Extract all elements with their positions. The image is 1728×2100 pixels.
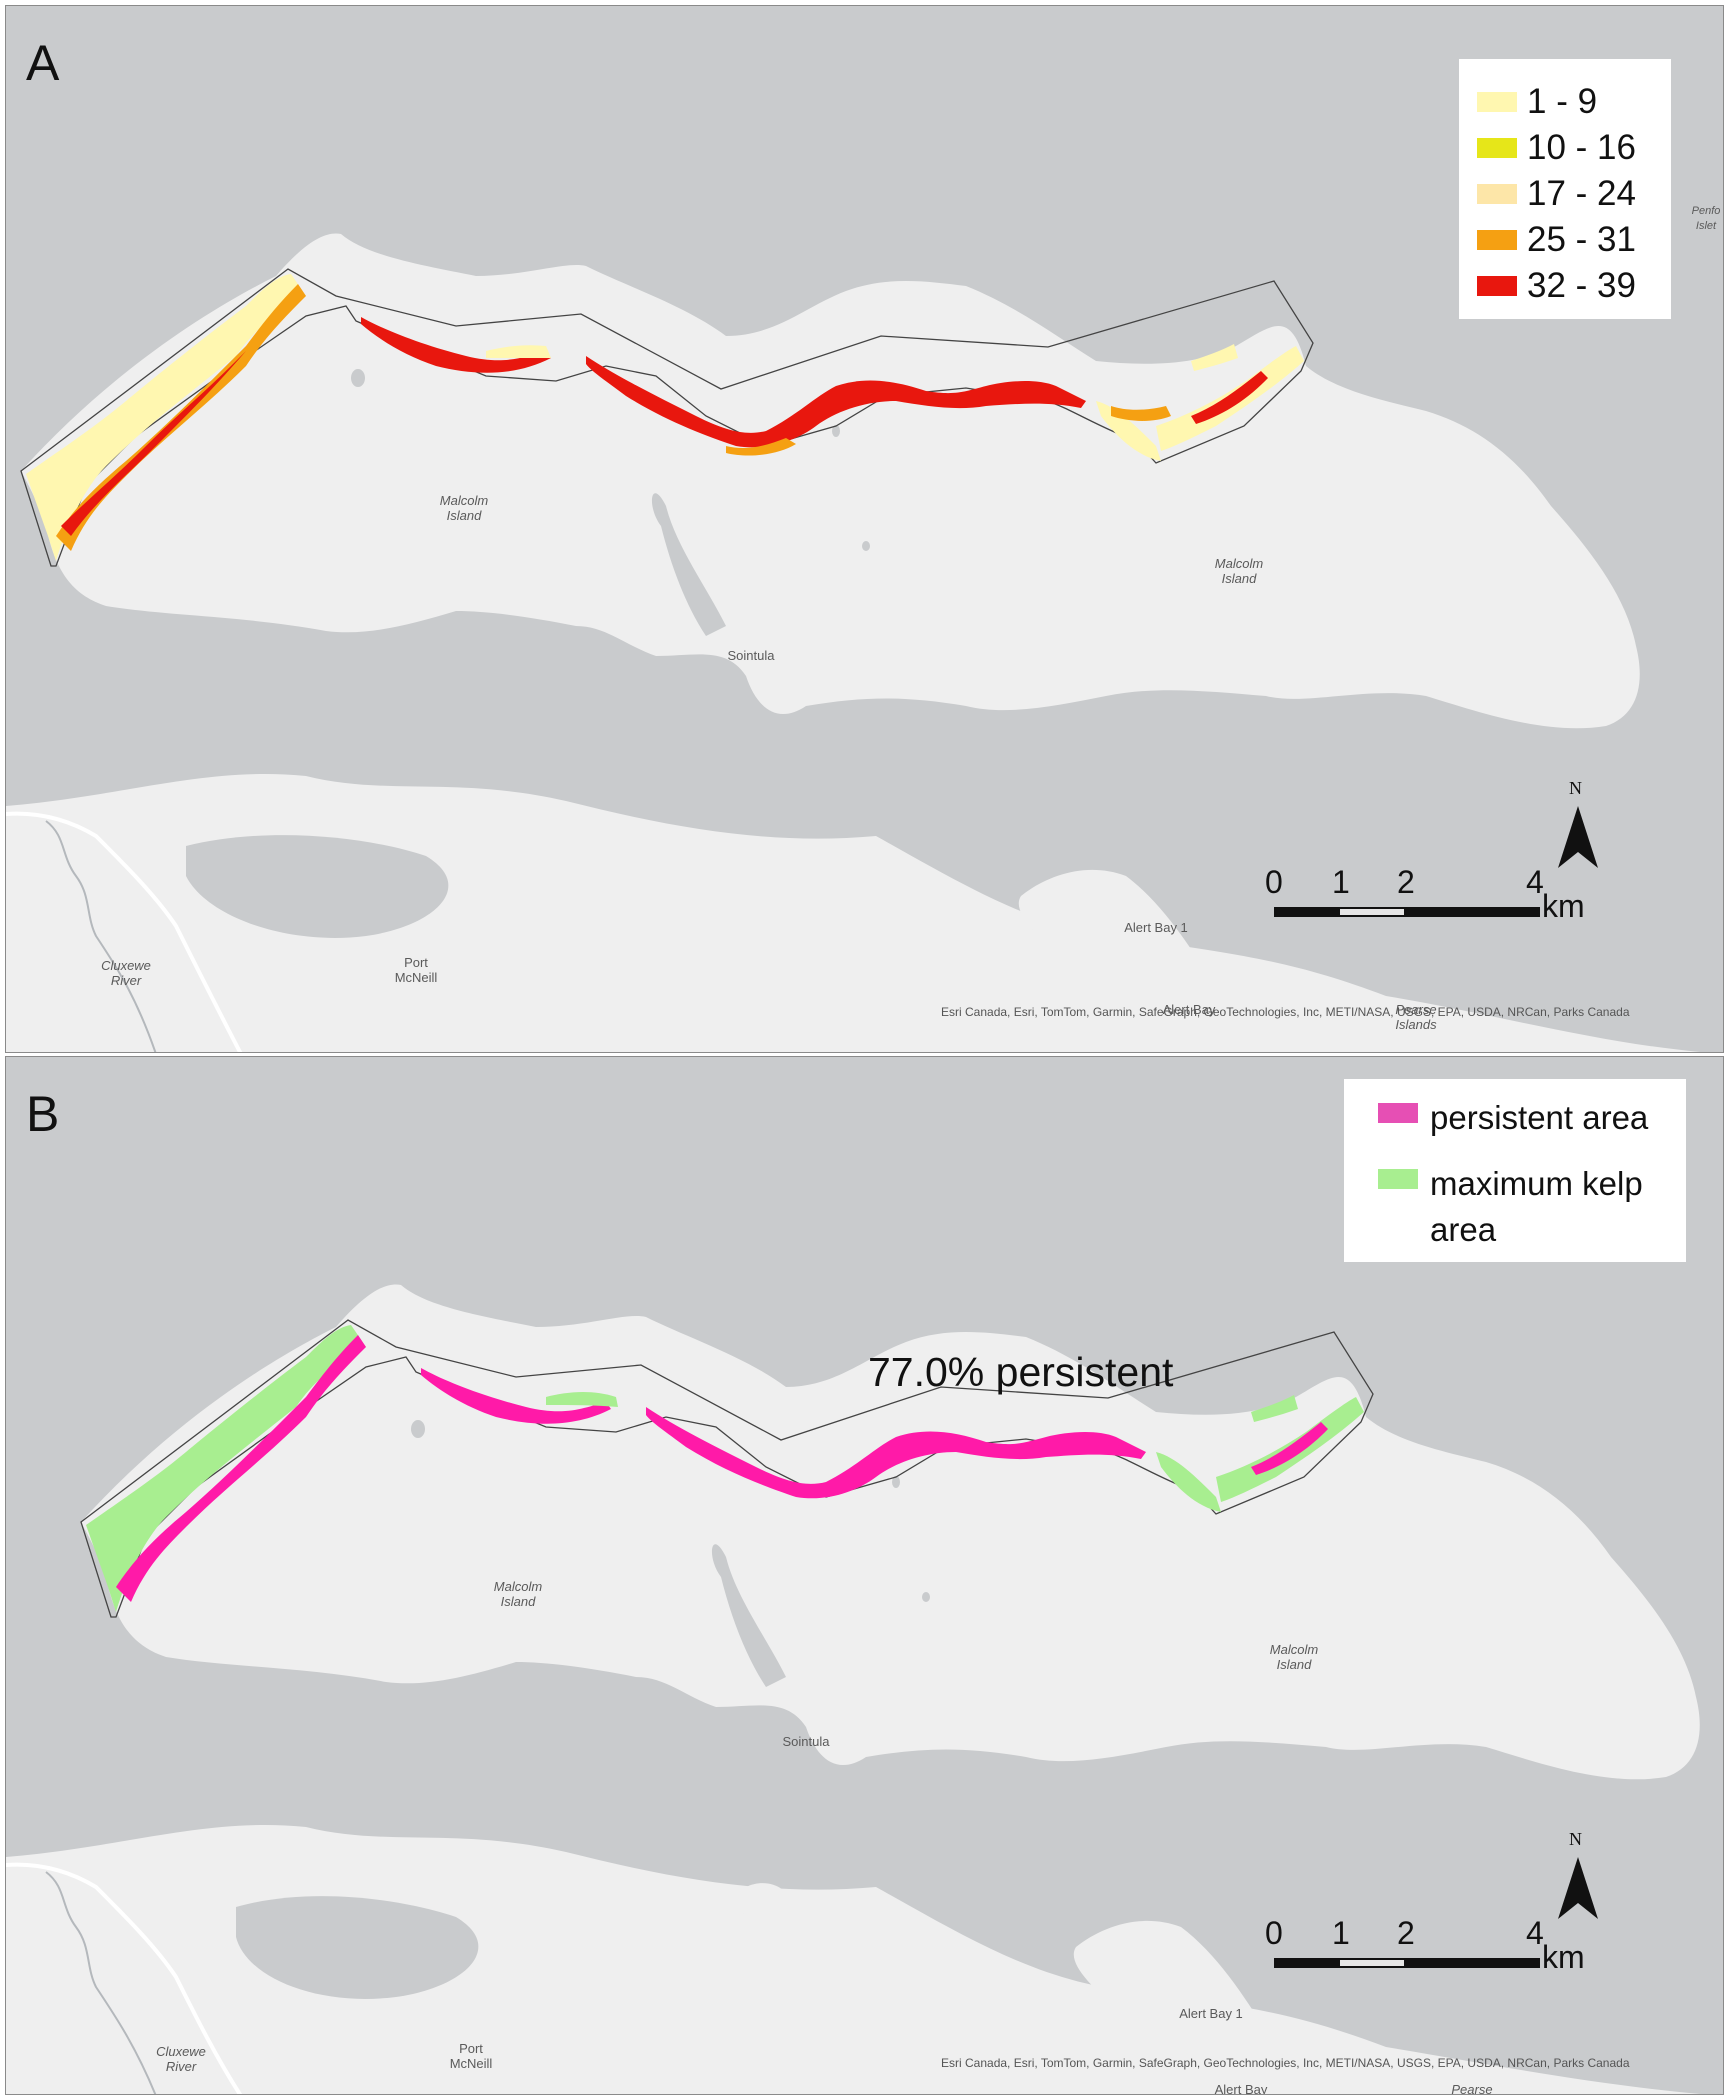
place-label-pearse-islands: Pearse Islands — [1395, 1002, 1437, 1032]
north-label: N — [1569, 778, 1582, 798]
legend-item: 1 - 9 — [1477, 79, 1671, 125]
mainland-land — [6, 774, 1701, 1052]
north-label: N — [1569, 1829, 1582, 1849]
cormorant-island — [1018, 869, 1227, 1046]
road — [6, 1862, 243, 2094]
scale-tick-label: 0 — [1265, 864, 1283, 900]
small-island — [690, 832, 741, 871]
scale-tick-label: 0 — [1265, 1915, 1283, 1951]
place-label-port-mcneill: Port McNeill — [394, 955, 438, 985]
panel-letter-b: B — [26, 1086, 60, 1142]
mainland-bay — [186, 835, 449, 938]
study-area-outline — [20, 268, 1314, 567]
place-label-alert-bay: Alert Bay — [1214, 2082, 1268, 2095]
place-label-cluxewe-river: Cluxewe River — [101, 958, 151, 988]
legend-a: 1 - 9 10 - 16 17 - 24 25 - 31 32 - 39 — [1459, 59, 1671, 319]
river — [45, 820, 157, 1052]
map-panel-a: A 1 - 9 10 - 16 17 - 24 25 - 31 32 - 39 … — [5, 5, 1724, 1053]
legend-item: persistent area — [1378, 1095, 1686, 1141]
legend-b: persistent area maximum kelp area — [1344, 1079, 1686, 1262]
legend-item: 17 - 24 — [1477, 171, 1671, 217]
persistence-percent-label: 77.0% persistent — [868, 1349, 1174, 1395]
legend-label: 25 - 31 — [1527, 220, 1636, 259]
place-label-alert-bay: Alert Bay — [1162, 1002, 1216, 1017]
legend-label: 17 - 24 — [1527, 174, 1636, 213]
place-label-alert-bay-1: Alert Bay 1 — [1179, 2006, 1243, 2021]
scale-tick-label: 2 — [1397, 864, 1415, 900]
legend-item: 25 - 31 — [1477, 217, 1671, 263]
cormorant-island — [1073, 1920, 1282, 2094]
basemap-b — [6, 1284, 1702, 2094]
river — [45, 1871, 157, 2094]
kelp-frequency-layer — [26, 274, 1304, 561]
scale-unit: km — [1542, 888, 1585, 924]
scale-tick-label: 4 — [1526, 1915, 1544, 1951]
basemap-a — [6, 233, 1701, 1052]
legend-label: maximum kelp area — [1430, 1165, 1643, 1248]
legend-item: maximum kelp area — [1378, 1161, 1686, 1253]
legend-swatch — [1477, 184, 1517, 204]
kelp-persistence-layer — [86, 1325, 1364, 1612]
inlet — [651, 493, 726, 636]
panel-letter-a: A — [26, 35, 60, 91]
scale-unit: km — [1542, 1939, 1585, 1975]
study-area-outline — [80, 1319, 1374, 1618]
map-panel-b: B persistent area maximum kelp area 77.0… — [5, 1056, 1724, 2095]
place-label-port-mcneill: Port McNeill — [449, 2041, 493, 2071]
north-arrow-icon — [1558, 806, 1598, 868]
legend-swatch — [1477, 276, 1517, 296]
legend-swatch — [1477, 92, 1517, 112]
place-label-penfold-islets: Penfo Islet — [1691, 205, 1721, 232]
place-label-cluxewe-river: Cluxewe River — [156, 2044, 206, 2074]
place-label-malcolm-island: Malcolm Island — [1269, 1642, 1319, 1672]
legend-label: persistent area — [1430, 1099, 1649, 1136]
scale-bar-graphic — [1274, 1958, 1540, 1968]
small-island — [740, 1883, 791, 1922]
road — [6, 811, 243, 1052]
legend-swatch — [1378, 1169, 1418, 1189]
place-label-malcolm-island: Malcolm Island — [493, 1579, 543, 1609]
inlet — [711, 1544, 786, 1687]
legend-item: 32 - 39 — [1477, 263, 1671, 309]
north-arrow-icon — [1558, 1857, 1598, 1919]
legend-label: 32 - 39 — [1527, 266, 1636, 305]
scale-tick-label: 1 — [1332, 864, 1350, 900]
place-label-malcolm-island: Malcolm Island — [439, 493, 489, 523]
legend-label: 10 - 16 — [1527, 128, 1636, 167]
legend-swatch — [1378, 1103, 1418, 1123]
legend-swatch — [1477, 138, 1517, 158]
scale-tick-label: 4 — [1526, 864, 1544, 900]
mainland-land — [6, 1825, 1702, 2094]
map-attribution: Esri Canada, Esri, TomTom, Garmin, SafeG… — [941, 2056, 1630, 2070]
place-label-alert-bay-1: Alert Bay 1 — [1124, 920, 1188, 935]
mainland-bay — [236, 1896, 479, 1999]
place-label-sointula: Sointula — [782, 1734, 830, 1749]
legend-swatch — [1477, 230, 1517, 250]
map-attribution: Esri Canada, Esri, TomTom, Garmin, SafeG… — [941, 1005, 1630, 1019]
place-label-pearse-islands: Pearse Islands — [1451, 2082, 1493, 2095]
scale-tick-label: 1 — [1332, 1915, 1350, 1951]
legend-item: 10 - 16 — [1477, 125, 1671, 171]
legend-label: 1 - 9 — [1527, 82, 1598, 121]
place-label-malcolm-island: Malcolm Island — [1214, 556, 1264, 586]
place-label-sointula: Sointula — [727, 648, 775, 663]
scale-tick-label: 2 — [1397, 1915, 1415, 1951]
scale-bar-graphic — [1274, 907, 1540, 917]
